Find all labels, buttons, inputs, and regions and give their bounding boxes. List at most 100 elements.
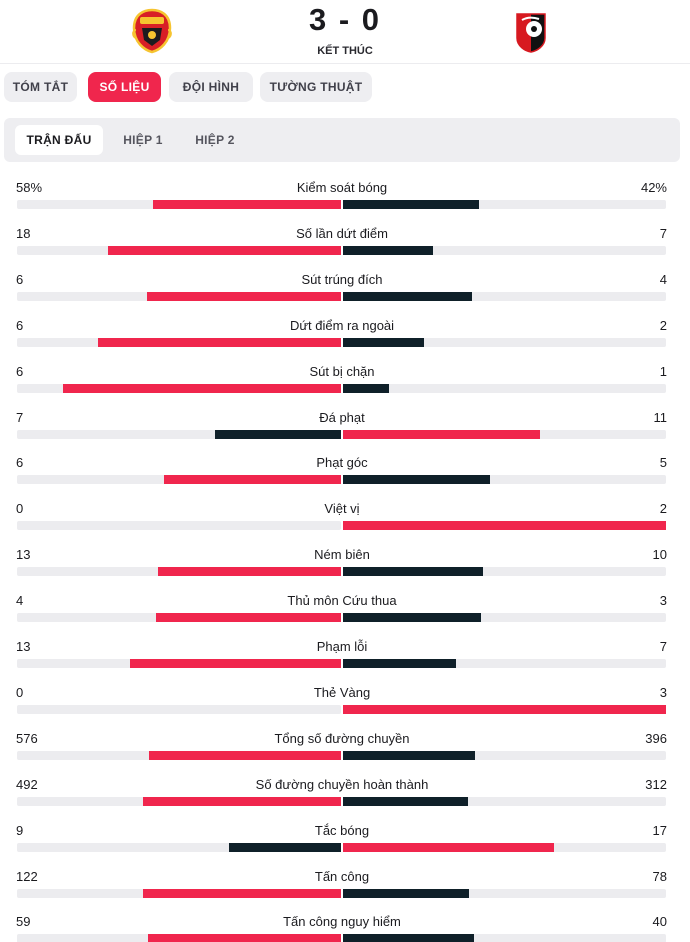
stat-away-value: 396 — [645, 730, 667, 746]
home-bar-track — [17, 842, 341, 852]
period-second-half[interactable]: HIỆP 2 — [195, 133, 235, 147]
home-bar-fill — [153, 200, 341, 209]
away-bar-fill — [343, 750, 475, 760]
stat-home-value: 6 — [16, 271, 24, 287]
away-bar-track — [343, 796, 666, 806]
stat-away-value: 78 — [652, 868, 667, 884]
stat-row: 6 Phạt góc 5 — [0, 449, 690, 495]
away-bar-track — [343, 383, 666, 393]
home-bar-track — [17, 291, 341, 301]
tab-summary[interactable]: TÓM TẮT — [4, 72, 77, 102]
away-bar-track — [343, 567, 666, 577]
stat-away-value: 4 — [659, 271, 667, 287]
stat-row: 492 Số đường chuyền hoàn thành 312 — [0, 771, 690, 817]
away-bar-fill — [343, 842, 554, 852]
stat-name: Tấn công — [314, 868, 370, 884]
tab-stats[interactable]: SỐ LIỆU — [88, 72, 161, 102]
stat-away-value: 7 — [659, 225, 667, 241]
stat-away-value: 3 — [659, 593, 667, 609]
stat-row: 0 Thẻ Vàng 3 — [0, 679, 690, 725]
stat-name: Việt vị — [324, 501, 360, 517]
stat-row: 6 Dứt điểm ra ngoài 2 — [0, 312, 690, 358]
home-bar-track — [17, 383, 341, 393]
away-bar-track — [343, 200, 666, 209]
tab-lineups[interactable]: ĐỘI HÌNH — [169, 72, 253, 102]
stat-name: Thủ môn Cứu thua — [287, 593, 397, 609]
home-bar-fill — [156, 613, 341, 623]
home-bar-track — [17, 613, 341, 623]
stat-away-value: 11 — [653, 409, 668, 425]
away-bar-fill — [343, 337, 424, 347]
stat-name: Sút bị chặn — [309, 363, 375, 379]
home-bar-track — [17, 337, 341, 347]
home-bar-track — [17, 567, 341, 577]
stat-name: Kiểm soát bóng — [296, 180, 388, 195]
home-bar-track — [17, 245, 341, 255]
stat-row: 13 Ném biên 10 — [0, 541, 690, 587]
home-bar-fill — [147, 291, 341, 301]
stat-row: 9 Tắc bóng 17 — [0, 817, 690, 863]
manchester-united-crest[interactable] — [130, 8, 174, 54]
home-bar-fill — [108, 245, 341, 255]
stat-name: Phạm lỗi — [316, 639, 368, 654]
away-bar-fill — [343, 613, 481, 623]
stat-home-value: 6 — [16, 363, 24, 379]
bournemouth-crest[interactable] — [509, 8, 553, 54]
home-bar-fill — [215, 429, 341, 439]
away-bar-track — [343, 337, 666, 347]
away-bar-track — [343, 704, 666, 714]
stat-name: Sút trúng đích — [301, 271, 383, 287]
home-bar-fill — [143, 796, 341, 806]
away-bar-fill — [343, 796, 468, 806]
stat-row: 576 Tổng số đường chuyền 396 — [0, 725, 690, 771]
stat-row: 4 Thủ môn Cứu thua 3 — [0, 587, 690, 633]
period-selector: TRẬN ĐẤU HIỆP 1 HIỆP 2 — [4, 118, 680, 162]
tab-commentary[interactable]: TƯỜNG THUẬT — [260, 72, 372, 102]
stat-home-value: 6 — [16, 317, 24, 333]
away-bar-track — [343, 613, 666, 623]
stat-home-value: 7 — [16, 409, 24, 425]
stat-name: Số đường chuyền hoàn thành — [255, 776, 429, 792]
away-bar-fill — [343, 383, 389, 393]
stat-row: 13 Phạm lỗi 7 — [0, 633, 690, 679]
period-full-match[interactable]: TRẬN ĐẤU — [15, 125, 103, 155]
stat-home-value: 13 — [16, 639, 31, 654]
stat-away-value: 312 — [645, 776, 667, 792]
home-bar-fill — [149, 750, 341, 760]
stat-away-value: 2 — [659, 501, 667, 517]
home-bar-track — [17, 750, 341, 760]
stat-away-value: 42% — [640, 180, 667, 195]
home-bar-track — [17, 796, 341, 806]
stat-home-value: 0 — [16, 501, 24, 517]
away-bar-fill — [343, 888, 469, 898]
stat-home-value: 0 — [16, 684, 24, 700]
away-bar-track — [343, 475, 666, 485]
away-bar-track — [343, 245, 666, 255]
home-bar-fill — [98, 337, 341, 347]
away-bar-track — [343, 429, 666, 439]
away-bar-track — [343, 521, 666, 531]
stat-row: 58% Kiểm soát bóng 42% — [0, 174, 690, 220]
home-bar-fill — [130, 659, 341, 668]
stat-name: Thẻ Vàng — [313, 684, 371, 700]
away-bar-track — [343, 291, 666, 301]
away-bar-track — [343, 659, 666, 668]
stat-row: 0 Việt vị 2 — [0, 495, 690, 541]
away-bar-fill — [343, 475, 490, 485]
stat-name: Tấn công nguy hiểm — [283, 914, 401, 930]
period-first-half[interactable]: HIỆP 1 — [123, 133, 163, 147]
away-bar-track — [343, 888, 666, 898]
home-bar-fill — [164, 475, 341, 485]
stat-away-value: 17 — [652, 822, 667, 838]
stat-name: Phạt góc — [316, 455, 368, 471]
match-score: 3 - 0 — [308, 2, 382, 37]
away-bar-fill — [343, 200, 479, 209]
stat-away-value: 1 — [659, 363, 667, 379]
away-bar-fill — [343, 291, 472, 301]
match-header: 3 - 0 KẾT THÚC — [0, 0, 690, 64]
away-bar-fill — [343, 521, 666, 531]
home-bar-fill — [148, 934, 341, 942]
stat-row: 6 Sút trúng đích 4 — [0, 266, 690, 312]
home-bar-track — [17, 521, 341, 531]
stat-name: Đá phạt — [319, 409, 365, 425]
